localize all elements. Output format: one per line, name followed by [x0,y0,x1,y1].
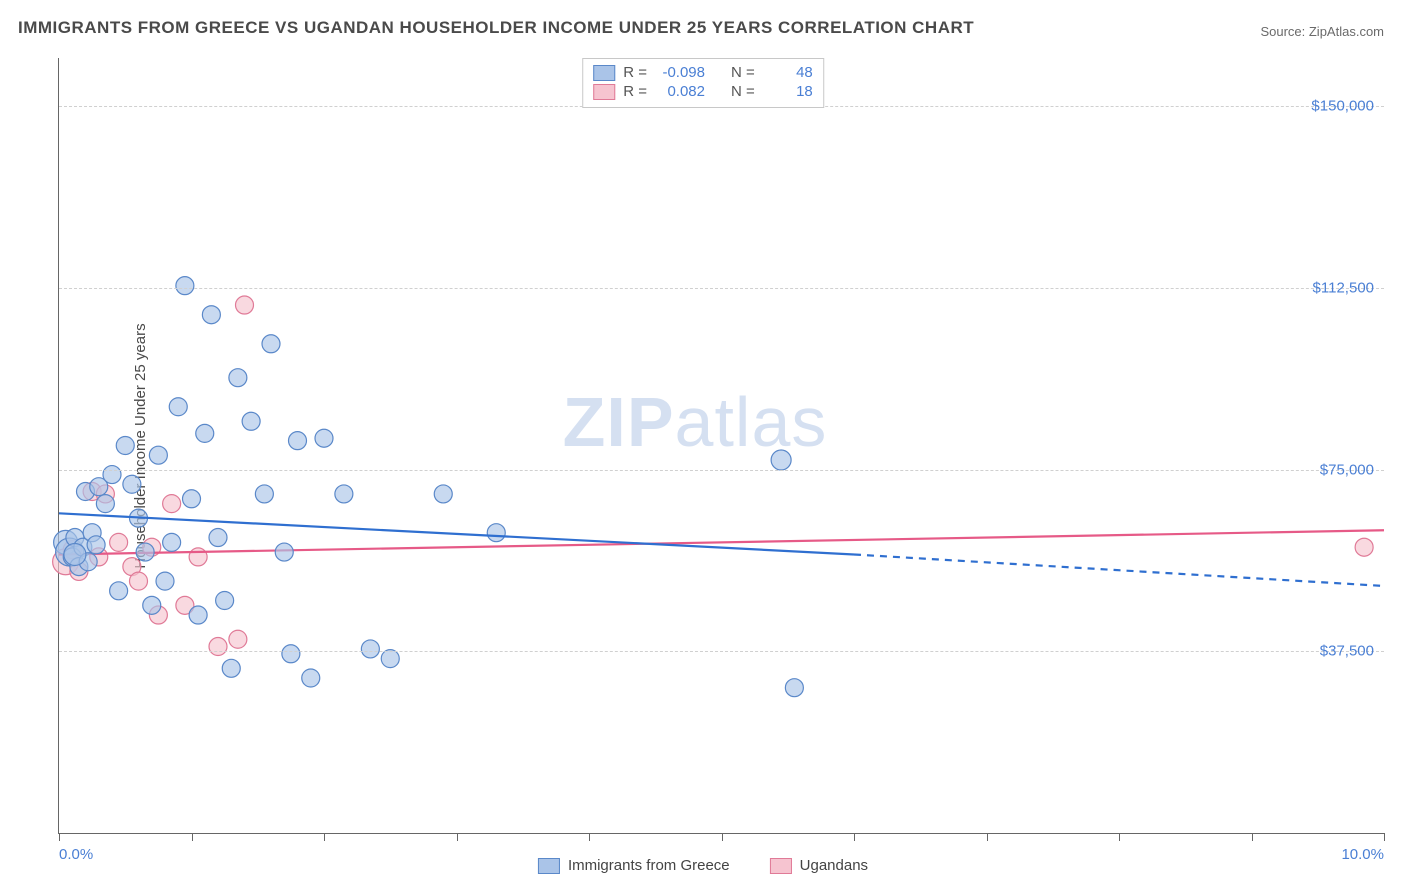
stats-legend-box: R = -0.098 N = 48 R = 0.082 N = 18 [582,58,824,108]
greece-r-value: -0.098 [655,64,705,81]
data-point-greece [242,412,260,430]
chart-title: IMMIGRANTS FROM GREECE VS UGANDAN HOUSEH… [18,18,974,38]
data-point-greece [282,645,300,663]
data-point-greece [189,606,207,624]
chart-svg [59,58,1384,833]
data-point-greece [785,679,803,697]
data-point-greece [123,475,141,493]
legend-item-uganda: Ugandans [770,857,868,874]
uganda-n-value: 18 [763,83,813,100]
y-tick-label: $150,000 [1311,98,1374,115]
greece-n-value: 48 [763,64,813,81]
swatch-uganda [593,84,615,100]
data-point-greece [771,450,791,470]
data-point-uganda [1355,538,1373,556]
data-point-uganda [130,572,148,590]
data-point-greece [255,485,273,503]
data-point-greece [196,424,214,442]
data-point-greece [156,572,174,590]
n-label: N = [731,64,755,81]
data-point-greece [136,543,154,561]
data-point-greece [176,277,194,295]
grid-line [59,651,1384,652]
legend-label-uganda: Ugandans [800,857,868,874]
grid-line [59,470,1384,471]
data-point-uganda [236,296,254,314]
data-point-greece [275,543,293,561]
swatch-greece-bottom [538,858,560,874]
data-point-greece [302,669,320,687]
r-label: R = [623,64,647,81]
x-tick [59,833,60,841]
x-tick [1119,833,1120,841]
bottom-legend: Immigrants from Greece Ugandans [538,857,868,874]
data-point-greece [222,659,240,677]
x-tick [722,833,723,841]
x-tick [192,833,193,841]
n-label-2: N = [731,83,755,100]
data-point-greece [289,432,307,450]
data-point-uganda [229,630,247,648]
uganda-r-value: 0.082 [655,83,705,100]
data-point-greece [183,490,201,508]
data-point-greece [202,306,220,324]
x-tick [1384,833,1385,841]
data-point-greece [361,640,379,658]
y-tick-label: $75,000 [1320,461,1374,478]
data-point-greece [96,495,114,513]
trend-line-uganda [59,530,1384,554]
data-point-greece [262,335,280,353]
x-tick [987,833,988,841]
x-tick [324,833,325,841]
r-label-2: R = [623,83,647,100]
x-label-max: 10.0% [1341,846,1384,863]
data-point-greece [143,596,161,614]
data-point-greece [87,536,105,554]
data-point-greece [335,485,353,503]
y-tick-label: $37,500 [1320,643,1374,660]
data-point-greece [103,466,121,484]
data-point-greece [163,533,181,551]
grid-line [59,288,1384,289]
data-point-greece [487,524,505,542]
y-tick-label: $112,500 [1313,280,1374,297]
trend-line-dashed-greece [854,554,1384,585]
data-point-greece [209,529,227,547]
source-attribution: Source: ZipAtlas.com [1260,24,1384,39]
data-point-uganda [189,548,207,566]
legend-item-greece: Immigrants from Greece [538,857,730,874]
data-point-greece [110,582,128,600]
x-tick [1252,833,1253,841]
x-label-min: 0.0% [59,846,93,863]
x-tick [457,833,458,841]
data-point-greece [434,485,452,503]
swatch-uganda-bottom [770,858,792,874]
data-point-uganda [209,638,227,656]
x-tick [589,833,590,841]
stats-row-uganda: R = 0.082 N = 18 [593,82,813,101]
data-point-uganda [110,533,128,551]
data-point-greece [64,543,86,565]
swatch-greece [593,65,615,81]
data-point-greece [116,437,134,455]
x-tick [854,833,855,841]
data-point-greece [149,446,167,464]
data-point-uganda [163,495,181,513]
data-point-greece [216,592,234,610]
data-point-greece [229,369,247,387]
data-point-greece [315,429,333,447]
data-point-greece [169,398,187,416]
legend-label-greece: Immigrants from Greece [568,857,730,874]
stats-row-greece: R = -0.098 N = 48 [593,63,813,82]
chart-plot-area: ZIPatlas $37,500$75,000$112,500$150,0000… [58,58,1384,834]
